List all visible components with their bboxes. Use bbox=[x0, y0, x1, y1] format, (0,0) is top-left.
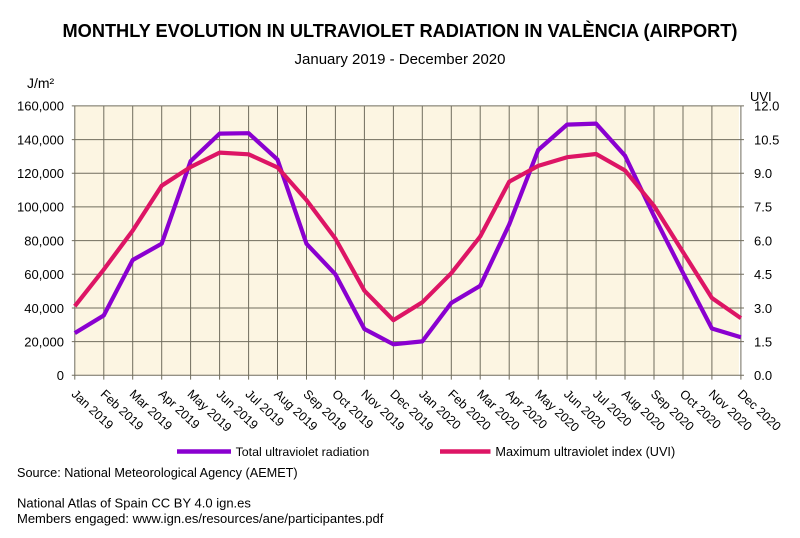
svg-text:20,000: 20,000 bbox=[24, 334, 64, 349]
svg-text:12.0: 12.0 bbox=[754, 99, 779, 114]
svg-text:10.5: 10.5 bbox=[754, 132, 779, 147]
svg-text:7.5: 7.5 bbox=[754, 200, 772, 215]
svg-text:0.0: 0.0 bbox=[754, 368, 772, 383]
svg-text:40,000: 40,000 bbox=[24, 301, 64, 316]
svg-text:160,000: 160,000 bbox=[17, 99, 64, 114]
svg-text:Source: National Meteorologica: Source: National Meteorological Agency (… bbox=[17, 466, 298, 480]
svg-text:80,000: 80,000 bbox=[24, 233, 64, 248]
svg-text:1.5: 1.5 bbox=[754, 334, 772, 349]
svg-text:120,000: 120,000 bbox=[17, 166, 64, 181]
svg-text:0: 0 bbox=[57, 368, 64, 383]
svg-text:January 2019 - December 2020: January 2019 - December 2020 bbox=[295, 51, 506, 68]
svg-text:3.0: 3.0 bbox=[754, 301, 772, 316]
svg-text:140,000: 140,000 bbox=[17, 132, 64, 147]
svg-text:4.5: 4.5 bbox=[754, 267, 772, 282]
svg-text:UVI: UVI bbox=[750, 89, 772, 104]
svg-text:Total ultraviolet radiation: Total ultraviolet radiation bbox=[236, 445, 370, 459]
svg-text:Members engaged: www.ign.es/re: Members engaged: www.ign.es/resources/an… bbox=[17, 511, 384, 526]
svg-text:MONTHLY EVOLUTION IN ULTRAVIOL: MONTHLY EVOLUTION IN ULTRAVIOLET RADIATI… bbox=[63, 20, 738, 41]
svg-text:National Atlas of Spain CC BY: National Atlas of Spain CC BY 4.0 ign.es bbox=[17, 496, 251, 511]
svg-text:60,000: 60,000 bbox=[24, 267, 64, 282]
svg-text:J/m²: J/m² bbox=[27, 75, 55, 91]
svg-text:9.0: 9.0 bbox=[754, 166, 772, 181]
svg-text:100,000: 100,000 bbox=[17, 200, 64, 215]
svg-text:Maximum ultraviolet index (UVI: Maximum ultraviolet index (UVI) bbox=[495, 445, 675, 459]
svg-text:6.0: 6.0 bbox=[754, 233, 772, 248]
